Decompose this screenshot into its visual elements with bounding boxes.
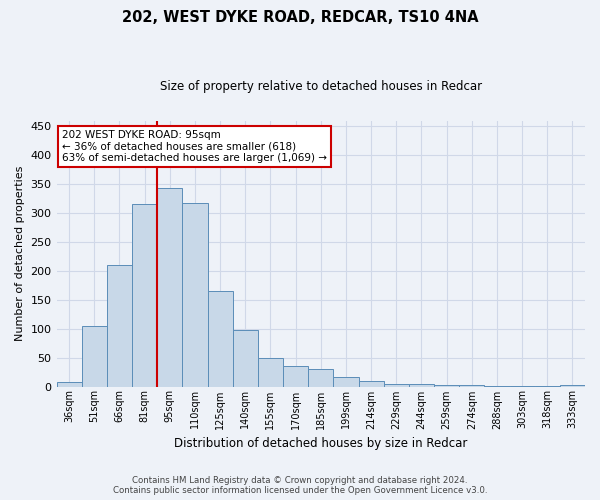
Bar: [359, 382, 383, 386]
Bar: [182, 202, 208, 386]
Bar: [107, 265, 132, 386]
Y-axis label: Number of detached properties: Number of detached properties: [15, 166, 25, 341]
Text: 202, WEST DYKE ROAD, REDCAR, TS10 4NA: 202, WEST DYKE ROAD, REDCAR, TS10 4NA: [122, 10, 478, 25]
Bar: [383, 384, 409, 386]
Bar: [258, 358, 283, 386]
Bar: [283, 366, 308, 386]
Bar: [82, 326, 107, 386]
X-axis label: Distribution of detached houses by size in Redcar: Distribution of detached houses by size …: [174, 437, 467, 450]
Bar: [132, 204, 157, 386]
Bar: [208, 290, 233, 386]
Bar: [409, 384, 434, 386]
Bar: [334, 376, 359, 386]
Text: 202 WEST DYKE ROAD: 95sqm
← 36% of detached houses are smaller (618)
63% of semi: 202 WEST DYKE ROAD: 95sqm ← 36% of detac…: [62, 130, 327, 163]
Title: Size of property relative to detached houses in Redcar: Size of property relative to detached ho…: [160, 80, 482, 93]
Bar: [434, 385, 459, 386]
Text: Contains HM Land Registry data © Crown copyright and database right 2024.
Contai: Contains HM Land Registry data © Crown c…: [113, 476, 487, 495]
Bar: [157, 188, 182, 386]
Bar: [56, 382, 82, 386]
Bar: [233, 330, 258, 386]
Bar: [308, 369, 334, 386]
